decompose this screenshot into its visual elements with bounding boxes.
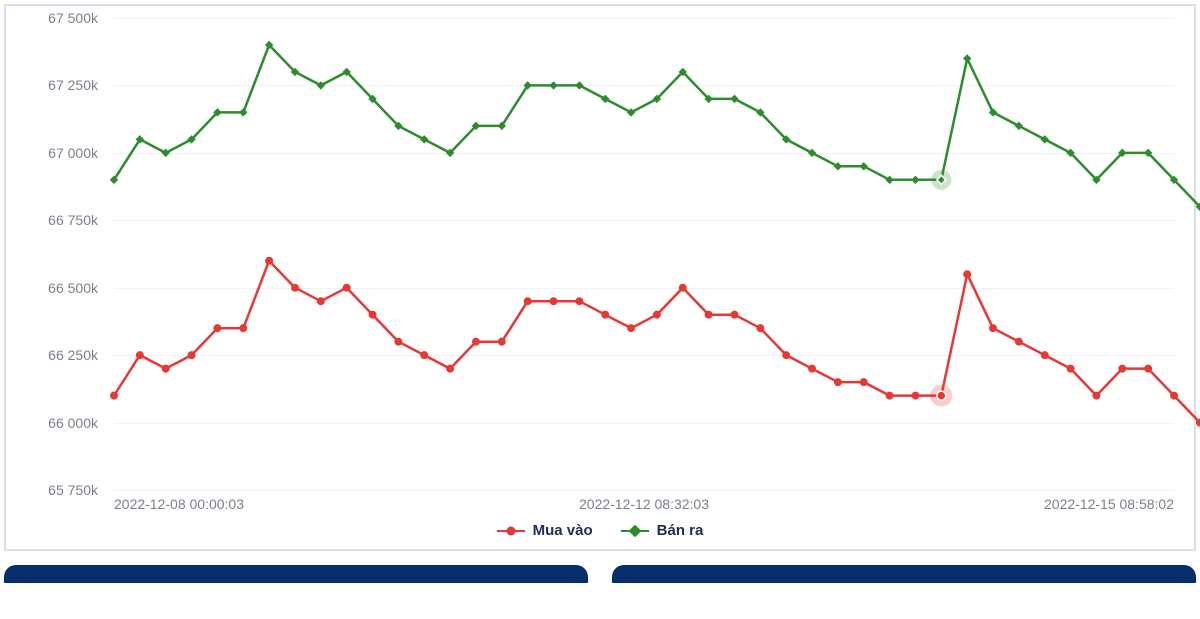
data-point-mua_vao[interactable] (498, 338, 505, 345)
data-point-ban_ra[interactable] (550, 82, 557, 89)
data-point-mua_vao[interactable] (783, 352, 790, 359)
data-point-ban_ra[interactable] (240, 109, 247, 116)
data-point-mua_vao[interactable] (1041, 352, 1048, 359)
data-point-mua_vao[interactable] (602, 311, 609, 318)
data-point-mua_vao[interactable] (188, 352, 195, 359)
data-point-mua_vao[interactable] (447, 365, 454, 372)
gridline (114, 490, 1174, 491)
data-point-ban_ra[interactable] (912, 176, 919, 183)
data-point-mua_vao[interactable] (291, 284, 298, 291)
data-point-mua_vao[interactable] (705, 311, 712, 318)
data-point-mua_vao[interactable] (886, 392, 893, 399)
data-point-mua_vao[interactable] (834, 379, 841, 386)
data-point-mua_vao[interactable] (1145, 365, 1152, 372)
footer-tab-left[interactable] (4, 565, 588, 583)
data-point-mua_vao[interactable] (576, 298, 583, 305)
data-point-mua_vao[interactable] (1093, 392, 1100, 399)
data-point-mua_vao[interactable] (1015, 338, 1022, 345)
data-point-mua_vao[interactable] (757, 325, 764, 332)
y-tick-label: 66 750k (18, 213, 98, 227)
footer-tab-right[interactable] (612, 565, 1196, 583)
data-point-mua_vao[interactable] (266, 257, 273, 264)
y-tick-label: 65 750k (18, 483, 98, 497)
data-point-mua_vao[interactable] (937, 391, 946, 400)
y-tick-label: 66 250k (18, 348, 98, 362)
data-point-mua_vao[interactable] (395, 338, 402, 345)
x-axis-labels: 2022-12-08 00:00:03 2022-12-12 08:32:03 20… (114, 496, 1174, 518)
legend-marker-icon (497, 525, 525, 537)
plot-area (114, 18, 1174, 490)
data-point-mua_vao[interactable] (1171, 392, 1178, 399)
data-point-mua_vao[interactable] (111, 392, 118, 399)
data-point-mua_vao[interactable] (472, 338, 479, 345)
legend-label: Mua vào (533, 522, 593, 539)
y-tick-label: 67 500k (18, 11, 98, 25)
legend-marker-icon (621, 525, 649, 537)
series-line-ban_ra (114, 45, 1200, 207)
data-point-mua_vao[interactable] (162, 365, 169, 372)
legend-item-ban_ra[interactable]: Bán ra (621, 522, 704, 539)
data-point-mua_vao[interactable] (653, 311, 660, 318)
x-tick-label: 2022-12-12 08:32:03 (579, 496, 709, 512)
chart-card: 65 750k 66 000k 66 250k 66 500k 66 750k 67 00… (4, 4, 1196, 551)
data-point-mua_vao[interactable] (214, 325, 221, 332)
data-point-mua_vao[interactable] (964, 271, 971, 278)
chart-legend: Mua vào Bán ra (18, 522, 1182, 541)
y-tick-label: 66 000k (18, 416, 98, 430)
data-point-mua_vao[interactable] (860, 379, 867, 386)
data-point-mua_vao[interactable] (369, 311, 376, 318)
y-tick-label: 67 250k (18, 78, 98, 92)
data-point-mua_vao[interactable] (550, 298, 557, 305)
price-line-chart: 65 750k66 000k66 250k66 500k66 750k67 00… (18, 18, 1182, 490)
data-point-mua_vao[interactable] (240, 325, 247, 332)
data-point-mua_vao[interactable] (731, 311, 738, 318)
data-point-mua_vao[interactable] (524, 298, 531, 305)
data-point-mua_vao[interactable] (679, 284, 686, 291)
data-point-mua_vao[interactable] (1067, 365, 1074, 372)
data-point-mua_vao[interactable] (1119, 365, 1126, 372)
x-tick-label: 2022-12-08 00:00:03 (114, 496, 244, 512)
data-point-mua_vao[interactable] (136, 352, 143, 359)
y-tick-label: 66 500k (18, 281, 98, 295)
data-point-mua_vao[interactable] (1196, 419, 1200, 426)
data-point-mua_vao[interactable] (421, 352, 428, 359)
data-point-mua_vao[interactable] (912, 392, 919, 399)
data-point-mua_vao[interactable] (809, 365, 816, 372)
data-point-mua_vao[interactable] (628, 325, 635, 332)
data-point-mua_vao[interactable] (317, 298, 324, 305)
legend-item-mua_vao[interactable]: Mua vào (497, 522, 593, 539)
x-tick-label: 2022-12-15 08:58:02 (1044, 496, 1174, 512)
series-line-mua_vao (114, 261, 1200, 423)
y-tick-label: 67 000k (18, 146, 98, 160)
data-point-mua_vao[interactable] (990, 325, 997, 332)
data-point-mua_vao[interactable] (343, 284, 350, 291)
footer-tabs (4, 565, 1196, 583)
legend-label: Bán ra (657, 522, 704, 539)
